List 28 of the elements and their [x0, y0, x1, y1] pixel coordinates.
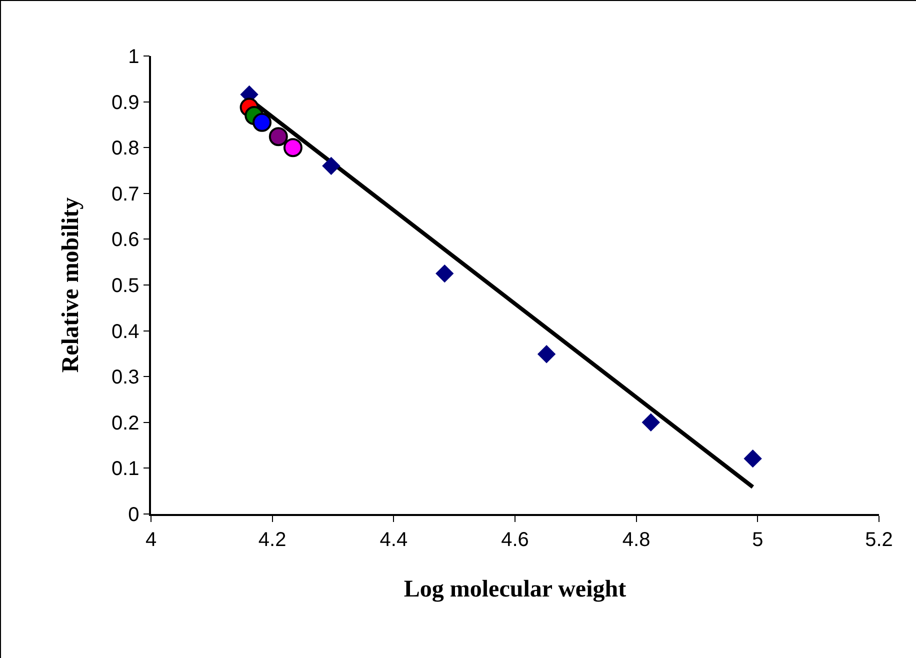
- y-tick-label: 0: [128, 504, 140, 526]
- y-tick-label: 0.7: [111, 183, 140, 206]
- point: [642, 413, 660, 432]
- x-tick-label: 5: [752, 528, 764, 551]
- y-tick-label: 0.9: [111, 92, 140, 114]
- y-tick-label: 0.4: [111, 320, 140, 343]
- y-tick-label: 0.3: [111, 366, 140, 389]
- y-tick-label: 0.5: [111, 275, 140, 297]
- y-tick-label: 1: [128, 46, 140, 68]
- y-tick-label: 0.1: [111, 458, 140, 480]
- point: [537, 345, 556, 364]
- point: [268, 127, 288, 146]
- point: [283, 138, 302, 158]
- x-tick-label: 4.2: [258, 528, 286, 551]
- x-axis-title: Log molecular weight: [404, 576, 626, 603]
- point: [322, 156, 340, 176]
- point: [436, 264, 454, 283]
- x-tick-label: 4.6: [501, 528, 529, 551]
- x-tick-label: 5.2: [865, 528, 893, 551]
- point: [252, 112, 272, 132]
- x-tick-label: 4.8: [622, 528, 650, 551]
- point: [744, 449, 762, 468]
- x-tick-label: 4.4: [380, 528, 408, 551]
- y-tick-label: 0.8: [111, 138, 140, 160]
- y-tick-label: 0.2: [111, 412, 140, 434]
- y-tick-label: 0.6: [111, 229, 140, 252]
- x-tick-label: 4: [145, 528, 157, 551]
- y-axis-title: Relative mobility: [58, 197, 84, 373]
